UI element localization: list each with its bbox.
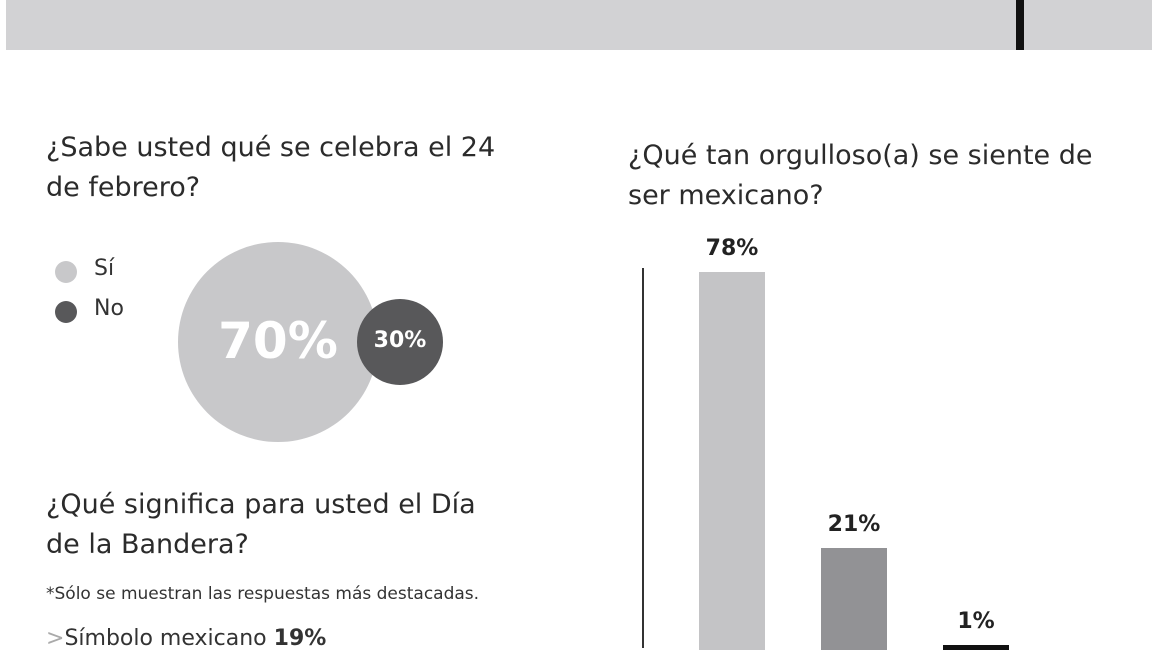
legend-label: No [94, 296, 124, 321]
bar [821, 548, 887, 650]
header-divider [1016, 0, 1024, 50]
item-value: 19% [273, 626, 327, 651]
value-label: 30% [373, 328, 427, 354]
bubble [357, 299, 443, 385]
chart-title: ¿Sabe usted qué se celebra el 24 de febr… [46, 132, 496, 203]
note: *Sólo se muestran las respuestas más des… [46, 584, 480, 604]
list-item: >Símbolo mexicano 19% [46, 626, 326, 651]
bubble [177, 241, 379, 443]
legend-dot [55, 301, 77, 323]
arrow: > [46, 626, 65, 651]
bar [699, 272, 765, 650]
value-label: 1% [957, 609, 995, 635]
value-label: 21% [827, 512, 881, 538]
value-label: 70% [218, 311, 338, 370]
chart-title: ¿Qué tan orgulloso(a) se siente de ser m… [628, 140, 1093, 211]
item-label: Símbolo mexicano [64, 626, 267, 651]
header-bar [6, 0, 1152, 50]
value-label: 78% [705, 236, 759, 261]
axis-line [642, 268, 644, 648]
legend-label: Sí [94, 256, 115, 281]
legend-dot [55, 261, 77, 283]
section-title: ¿Qué significa para usted el Día de la B… [46, 489, 476, 560]
